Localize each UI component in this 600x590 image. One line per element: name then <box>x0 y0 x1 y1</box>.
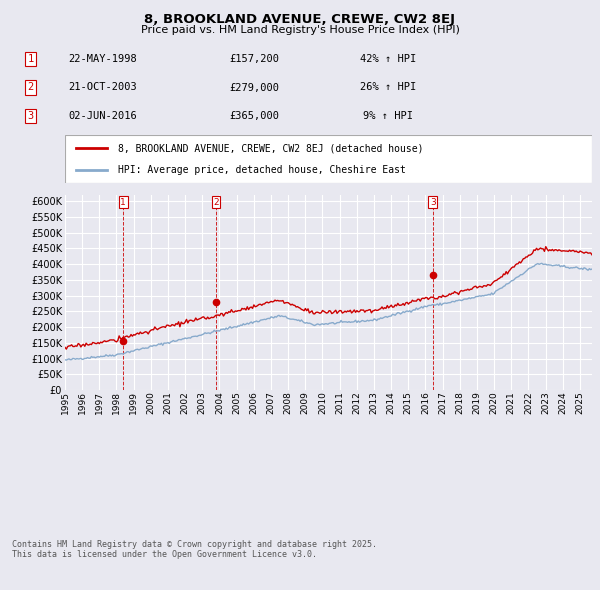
Text: 21-OCT-2003: 21-OCT-2003 <box>69 83 137 93</box>
Text: £279,000: £279,000 <box>229 83 280 93</box>
Text: 2: 2 <box>27 83 34 93</box>
Text: 1: 1 <box>120 198 126 206</box>
Text: 9% ↑ HPI: 9% ↑ HPI <box>364 111 413 121</box>
Text: 3: 3 <box>430 198 436 206</box>
Text: £157,200: £157,200 <box>229 54 280 64</box>
Text: 8, BROOKLAND AVENUE, CREWE, CW2 8EJ: 8, BROOKLAND AVENUE, CREWE, CW2 8EJ <box>145 13 455 26</box>
Text: 26% ↑ HPI: 26% ↑ HPI <box>360 83 416 93</box>
Text: 42% ↑ HPI: 42% ↑ HPI <box>360 54 416 64</box>
Text: 02-JUN-2016: 02-JUN-2016 <box>69 111 137 121</box>
FancyBboxPatch shape <box>65 135 592 183</box>
Text: 22-MAY-1998: 22-MAY-1998 <box>69 54 137 64</box>
Text: 1: 1 <box>27 54 34 64</box>
Text: Contains HM Land Registry data © Crown copyright and database right 2025.
This d: Contains HM Land Registry data © Crown c… <box>12 540 377 559</box>
Text: £365,000: £365,000 <box>229 111 280 121</box>
Text: Price paid vs. HM Land Registry's House Price Index (HPI): Price paid vs. HM Land Registry's House … <box>140 25 460 35</box>
Text: HPI: Average price, detached house, Cheshire East: HPI: Average price, detached house, Ches… <box>118 165 406 175</box>
Text: 2: 2 <box>213 198 219 206</box>
Text: 8, BROOKLAND AVENUE, CREWE, CW2 8EJ (detached house): 8, BROOKLAND AVENUE, CREWE, CW2 8EJ (det… <box>118 143 423 153</box>
Text: 3: 3 <box>27 111 34 121</box>
